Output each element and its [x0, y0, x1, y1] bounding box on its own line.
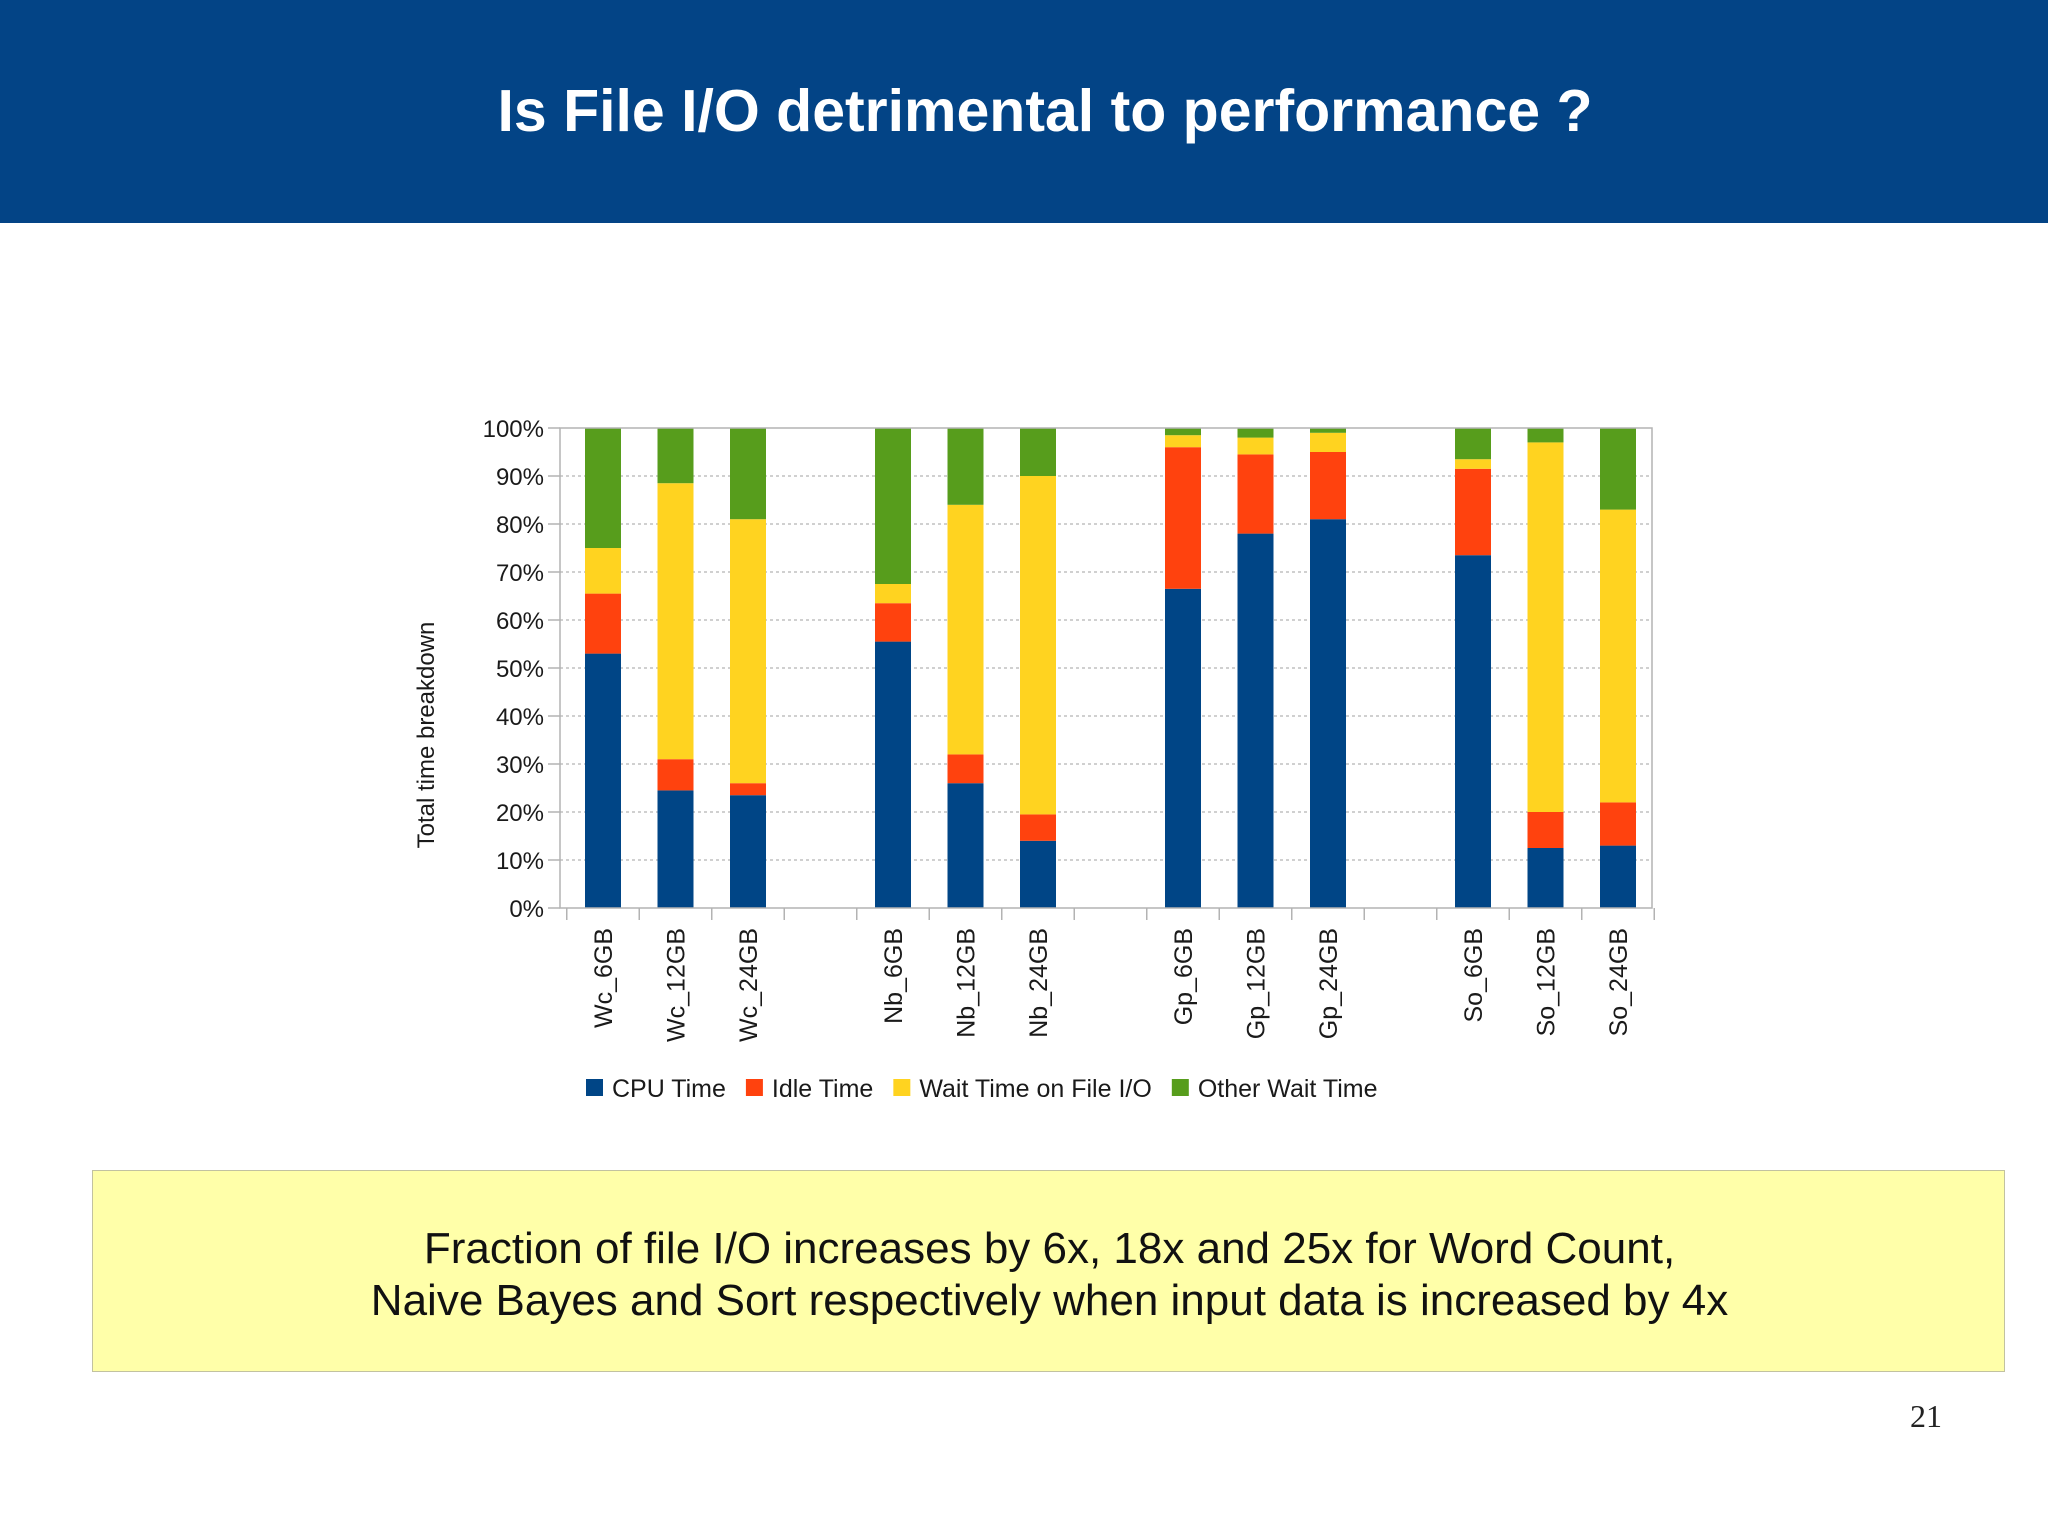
bar-nb-24gb-idle-time: [1020, 814, 1056, 841]
bar-so-12gb-idle-time: [1527, 812, 1564, 848]
bar-wc-6gb-cpu-time: [585, 653, 621, 908]
bar-wc-12gb-idle-time: [657, 759, 694, 791]
bar-gp-6gb-other-wait-time: [1165, 428, 1201, 436]
bar-nb-12gb-cpu-time: [947, 783, 984, 908]
callout-box: Fraction of file I/O increases by 6x, 18…: [92, 1170, 2005, 1372]
callout-line-2: Naive Bayes and Sort respectively when i…: [370, 1276, 1729, 1325]
y-tick-label: 10%: [496, 848, 544, 875]
legend-swatch-wait-time-on-file-i-o: [893, 1079, 911, 1096]
x-tick-label: So_12GB: [1533, 928, 1561, 1036]
legend-label-idle-time: Idle Time: [772, 1075, 873, 1103]
y-tick-label: 50%: [496, 656, 544, 683]
bar-wc-24gb-wait-time-on-file-i-o: [730, 519, 766, 784]
bar-so-6gb-wait-time-on-file-i-o: [1455, 459, 1491, 469]
legend-swatch-cpu-time: [586, 1079, 603, 1096]
bar-gp-24gb-other-wait-time: [1310, 428, 1346, 433]
x-tick-label: Wc_6GB: [590, 928, 618, 1028]
y-tick-label: 20%: [496, 800, 544, 827]
legend-swatch-idle-time: [745, 1079, 763, 1096]
y-tick-label: 90%: [496, 464, 544, 491]
bar-wc-24gb-cpu-time: [730, 795, 766, 908]
y-tick-label: 30%: [496, 752, 544, 779]
bar-so-24gb-other-wait-time: [1600, 428, 1636, 510]
bar-so-6gb-other-wait-time: [1455, 428, 1491, 460]
bar-so-6gb-cpu-time: [1455, 555, 1491, 908]
bar-gp-6gb-cpu-time: [1165, 588, 1201, 908]
callout-line-1: Fraction of file I/O increases by 6x, 18…: [423, 1224, 1676, 1273]
x-tick-label: Nb_12GB: [953, 928, 981, 1038]
bar-gp-12gb-wait-time-on-file-i-o: [1237, 437, 1274, 455]
slide-title: Is File I/O detrimental to performance ?: [497, 78, 1593, 144]
y-axis-label: Total time breakdown: [413, 622, 440, 849]
bar-nb-12gb-wait-time-on-file-i-o: [947, 504, 984, 755]
bar-wc-12gb-cpu-time: [657, 790, 694, 908]
y-tick-labels: 0% 10% 20% 30% 40% 50% 60% 70% 80% 90% 100%: [483, 416, 544, 923]
y-tick-label: 40%: [496, 704, 544, 731]
bar-so-6gb-idle-time: [1455, 468, 1491, 556]
bar-wc-12gb-other-wait-time: [657, 428, 694, 484]
x-tick-label: So_6GB: [1460, 928, 1488, 1023]
bar-nb-6gb-other-wait-time: [875, 428, 911, 584]
chart-axes: [548, 427, 1655, 920]
bar-wc-24gb-idle-time: [730, 783, 766, 796]
chart-bars: [585, 428, 1636, 908]
y-tick-label: 70%: [496, 560, 544, 587]
y-tick-label: 80%: [496, 512, 544, 539]
x-tick-label: Wc_12GB: [663, 928, 691, 1042]
bar-wc-12gb-wait-time-on-file-i-o: [657, 483, 694, 760]
x-tick-labels: Wc_6GB Wc_12GB Wc_24GB Nb_6GB Nb_12GB Nb_24GB…: [590, 928, 1633, 1042]
legend-swatch-other-wait-time: [1171, 1079, 1189, 1096]
x-tick-label: Gp_12GB: [1243, 928, 1271, 1039]
bar-so-24gb-idle-time: [1600, 802, 1636, 846]
y-tick-label: 100%: [483, 416, 544, 443]
bar-so-12gb-wait-time-on-file-i-o: [1527, 442, 1564, 812]
x-tick-label: Wc_24GB: [735, 928, 763, 1042]
legend-label-cpu-time: CPU Time: [612, 1075, 726, 1103]
x-tick-label: Gp_6GB: [1170, 928, 1198, 1025]
chart-legend: CPU Time Idle Time Wait Time on File I/O Ot…: [586, 1075, 1377, 1103]
bar-nb-24gb-other-wait-time: [1020, 428, 1056, 476]
bar-nb-12gb-idle-time: [947, 754, 984, 784]
x-tick-label: So_24GB: [1605, 928, 1633, 1036]
bar-gp-6gb-idle-time: [1165, 447, 1201, 589]
bar-wc-6gb-wait-time-on-file-i-o: [585, 548, 621, 594]
bar-so-24gb-wait-time-on-file-i-o: [1600, 509, 1636, 803]
bar-nb-24gb-wait-time-on-file-i-o: [1020, 476, 1056, 815]
bar-so-12gb-cpu-time: [1527, 848, 1564, 908]
x-tick-label: Nb_24GB: [1025, 928, 1053, 1038]
y-tick-label: 60%: [496, 608, 544, 635]
x-tick-label: Nb_6GB: [880, 928, 908, 1024]
bar-nb-6gb-cpu-time: [875, 641, 911, 908]
bar-nb-24gb-cpu-time: [1020, 840, 1056, 908]
bar-so-24gb-cpu-time: [1600, 845, 1636, 908]
x-tick-label: Gp_24GB: [1315, 928, 1343, 1039]
bar-nb-6gb-idle-time: [875, 603, 911, 642]
bar-wc-24gb-other-wait-time: [730, 428, 766, 520]
bar-gp-12gb-cpu-time: [1237, 533, 1274, 908]
bar-gp-12gb-idle-time: [1237, 454, 1274, 534]
slide-header: Is File I/O detrimental to performance ?: [0, 0, 2048, 223]
page-number: 21: [1910, 1398, 1942, 1434]
y-tick-label: 0%: [509, 896, 544, 923]
bar-gp-12gb-other-wait-time: [1237, 428, 1274, 438]
legend-label-wait-time-on-file-i-o: Wait Time on File I/O: [919, 1075, 1151, 1103]
bar-so-12gb-other-wait-time: [1527, 428, 1564, 443]
bar-gp-6gb-wait-time-on-file-i-o: [1165, 435, 1201, 448]
bar-wc-6gb-other-wait-time: [585, 428, 621, 548]
bar-gp-24gb-wait-time-on-file-i-o: [1310, 432, 1346, 452]
legend-label-other-wait-time: Other Wait Time: [1198, 1075, 1378, 1103]
time-breakdown-chart: 0% 10% 20% 30% 40% 50% 60% 70% 80% 90% 100% Wc_6GB…: [413, 416, 1655, 1103]
bar-nb-6gb-wait-time-on-file-i-o: [875, 584, 911, 604]
bar-wc-6gb-idle-time: [585, 593, 621, 654]
bar-nb-12gb-other-wait-time: [947, 428, 984, 505]
bar-gp-24gb-cpu-time: [1310, 519, 1346, 908]
bar-gp-24gb-idle-time: [1310, 452, 1346, 520]
